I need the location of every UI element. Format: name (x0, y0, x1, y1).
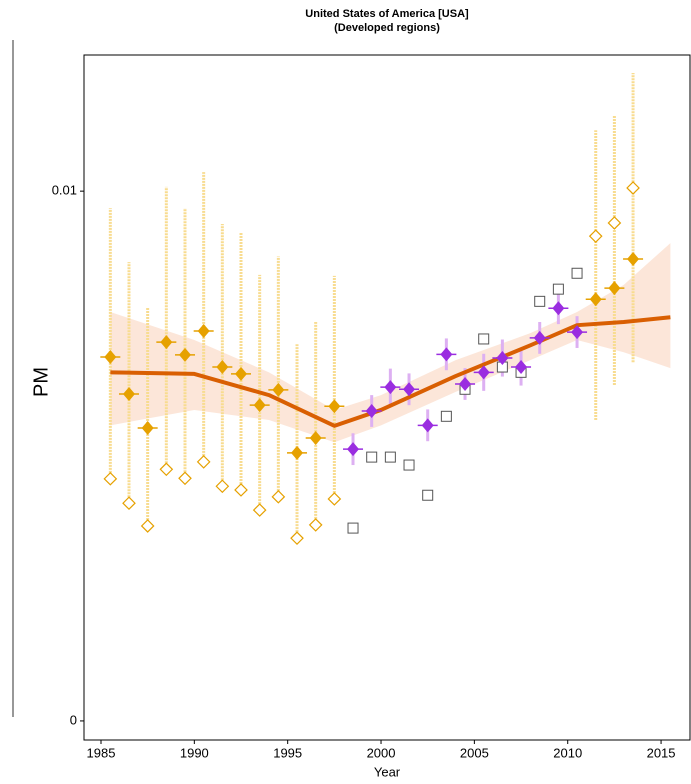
open-diamond-point (122, 496, 136, 511)
diamond-point (459, 376, 472, 391)
confidence-band (110, 243, 671, 443)
square-point (384, 451, 396, 463)
diamond-point (347, 442, 360, 457)
open-diamond-point (215, 479, 230, 494)
x-tick-label: 2010 (553, 745, 582, 760)
diamond-point (235, 366, 248, 381)
open-diamond-point (196, 455, 211, 469)
y-axis-label: PM (30, 367, 52, 397)
diamond-point (328, 399, 341, 414)
chart-subtitle: (Developed regions) (334, 22, 440, 34)
square-point (422, 489, 434, 501)
open-diamond-point (140, 519, 155, 533)
square-point (366, 451, 378, 463)
chart-title: United States of America [USA] (305, 8, 469, 20)
x-tick-label: 1985 (87, 745, 116, 760)
diamond-point (403, 382, 416, 397)
x-tick-label: 2005 (460, 745, 489, 760)
open-diamond-point (234, 483, 248, 497)
x-tick-label: 1990 (180, 745, 209, 760)
square-point (552, 283, 564, 295)
y-tick-label: 0 (70, 712, 77, 727)
diamond-point (477, 365, 490, 380)
diamond-point (627, 251, 640, 266)
diamond-point (216, 360, 229, 375)
diamond-point (122, 387, 135, 402)
open-diamond-point (308, 518, 323, 532)
diamond-point (515, 360, 528, 375)
plot-border (83, 54, 691, 741)
diamond-point (179, 347, 191, 362)
diamond-point (141, 420, 154, 435)
trend-line (110, 315, 671, 428)
square-point (478, 333, 490, 345)
x-tick-label: 2000 (367, 745, 396, 760)
y-tick-label: 0.01 (52, 183, 77, 198)
square-point (347, 522, 359, 534)
diamond-point (253, 398, 266, 413)
diamond-point (384, 380, 397, 395)
diamond-point (291, 445, 304, 460)
diamond-point (440, 347, 453, 362)
diamond-point (104, 349, 117, 364)
x-tick-label: 2015 (647, 745, 676, 760)
diamond-point (197, 324, 210, 339)
open-diamond-point (327, 492, 342, 506)
x-tick-label: 1995 (273, 745, 302, 760)
diamond-point (496, 351, 509, 366)
square-point (534, 295, 546, 307)
open-diamond-point (178, 471, 192, 486)
square-point (440, 410, 452, 422)
diamond-point (160, 335, 173, 350)
square-point (403, 459, 415, 471)
diamond-point (571, 325, 584, 340)
open-diamond-point (626, 181, 640, 195)
open-diamond-point (271, 489, 286, 504)
open-diamond-point (252, 503, 267, 517)
diamond-point (589, 292, 602, 307)
diamond-point (533, 330, 546, 345)
square-point (571, 267, 583, 279)
open-diamond-point (159, 462, 174, 477)
diamond-point (421, 418, 434, 433)
diamond-point (309, 431, 322, 446)
x-axis-label: Year (374, 764, 401, 779)
diamond-point (552, 301, 565, 316)
open-diamond-point (607, 216, 622, 230)
open-diamond-point (290, 531, 304, 546)
diamond-point (365, 404, 378, 419)
diamond-point (608, 281, 621, 296)
diamond-point (272, 382, 285, 397)
open-diamond-point (103, 471, 118, 486)
open-diamond-point (588, 229, 603, 244)
